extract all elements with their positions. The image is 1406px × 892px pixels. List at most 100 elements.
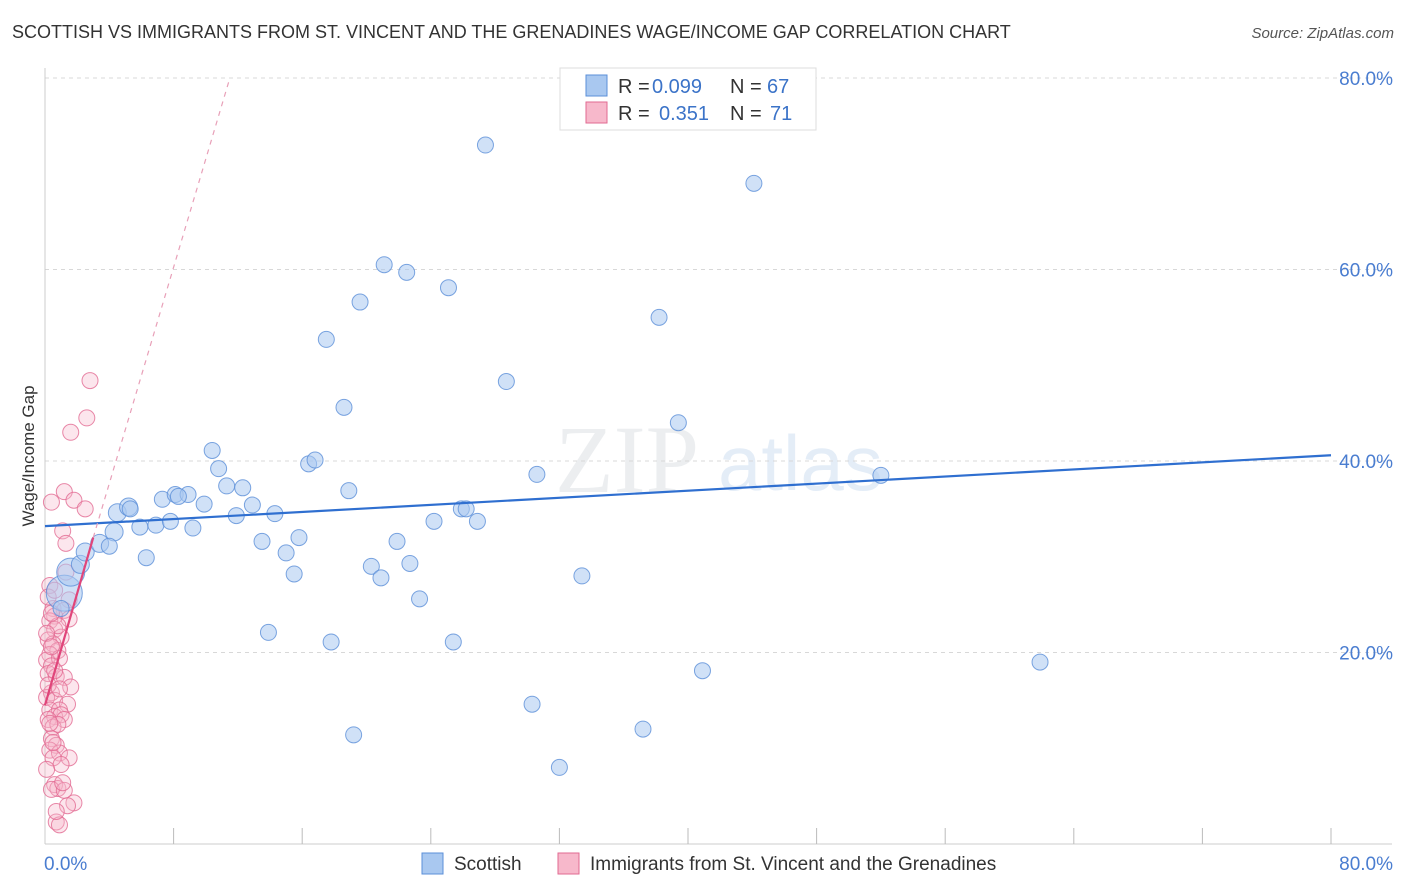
legend-swatch-pink [585, 101, 608, 124]
blue-point-36 [340, 482, 358, 500]
series-legend: Scottish Immigrants from St. Vincent and… [421, 852, 996, 875]
legend-n-label-pink: N = [730, 103, 762, 125]
blue-point-58 [650, 308, 668, 326]
bottom-legend-swatch-pink [557, 852, 580, 875]
blue-point-19 [203, 441, 221, 459]
blue-point-65 [169, 487, 187, 505]
blue-point-60 [693, 662, 711, 680]
blue-point-38 [362, 557, 380, 575]
blue-point-55 [550, 758, 568, 776]
blue-point-51 [476, 136, 494, 154]
blue-point-57 [634, 720, 652, 738]
blue-point-28 [277, 544, 295, 562]
pink-point-48 [49, 779, 67, 797]
blue-point-35 [335, 398, 353, 416]
blue-point-39 [372, 569, 390, 587]
pink-point-66 [44, 734, 62, 752]
blue-point-37 [351, 293, 369, 311]
blue-point-17 [184, 519, 202, 537]
legend-r-value-pink: 0.351 [659, 103, 709, 125]
gridlines [45, 77, 1392, 653]
pink-point-46 [52, 756, 70, 774]
blue-point-30 [290, 529, 308, 547]
watermark-atlas: atlas [718, 419, 883, 507]
pink-point-0 [81, 372, 99, 390]
blue-point-23 [234, 479, 252, 497]
blue-point-62 [345, 726, 363, 744]
pink-point-61 [42, 638, 60, 656]
blue-point-43 [401, 554, 419, 572]
pink-point-65 [41, 714, 59, 732]
legend-n-value-pink: 71 [770, 103, 792, 125]
blue-point-18 [195, 495, 213, 513]
legend-r-label-blue: R = [618, 76, 650, 98]
legend-n-value-blue: 67 [767, 76, 789, 98]
bottom-legend-swatch-blue [421, 852, 444, 875]
blue-point-66 [100, 537, 118, 555]
pink-point-67 [38, 760, 56, 778]
y-tick-label-60: 60.0% [1339, 261, 1393, 282]
bottom-legend-label-immigrants: Immigrants from St. Vincent and the Gren… [590, 854, 996, 875]
blue-point-11 [137, 549, 155, 567]
pink-point-69 [47, 802, 65, 820]
blue-point-32 [306, 451, 324, 469]
stats-legend: R = 0.099 N = 67 R = 0.351 N = 71 [559, 67, 817, 131]
blue-point-29 [285, 565, 303, 583]
blue-point-42 [398, 263, 416, 281]
blue-point-24 [243, 496, 261, 514]
blue-point-20 [210, 460, 228, 478]
pink-point-5 [42, 493, 60, 511]
blue-point-52 [497, 373, 515, 391]
blue-point-59 [669, 414, 687, 432]
pink-point-6 [76, 500, 94, 518]
y-tick-label-20: 20.0% [1339, 644, 1393, 665]
pink-point-2 [62, 423, 80, 441]
blue-point-26 [259, 623, 277, 641]
blue-point-21 [218, 477, 236, 495]
pink-point-54 [50, 816, 68, 834]
pink-trend-line [43, 537, 95, 706]
pink-point-52 [59, 797, 77, 815]
blue-trend-line [44, 454, 1332, 528]
blue-point-53 [523, 695, 541, 713]
legend-r-value-blue: 0.099 [652, 76, 702, 98]
blue-point-54 [528, 465, 546, 483]
legend-r-label-pink: R = [618, 103, 650, 125]
y-tick-label-80: 80.0% [1339, 69, 1393, 90]
blue-point-33 [317, 330, 335, 348]
pink-point-1 [78, 409, 96, 427]
bottom-legend-label-scottish: Scottish [454, 854, 522, 875]
blue-point-64 [1031, 653, 1049, 671]
axes [44, 68, 1392, 845]
chart-title: SCOTTISH VS IMMIGRANTS FROM ST. VINCENT … [12, 22, 1011, 42]
blue-point-61 [745, 174, 763, 192]
blue-point-41 [388, 532, 406, 550]
blue-point-50 [468, 512, 486, 530]
x-tick-label-min: 0.0% [44, 854, 87, 875]
legend-swatch-blue [585, 74, 608, 97]
blue-series-points [45, 136, 1049, 776]
blue-point-45 [425, 512, 443, 530]
blue-point-25 [253, 532, 271, 550]
x-tick-label-max: 80.0% [1339, 854, 1393, 875]
y-tick-labels: 20.0% 40.0% 60.0% 80.0% [1339, 69, 1393, 665]
pink-point-68 [54, 774, 72, 792]
x-tick-labels: 0.0% 80.0% [44, 854, 1393, 875]
y-axis-label: Wage/Income Gap [19, 385, 38, 526]
blue-point-34 [322, 633, 340, 651]
pink-point-3 [55, 483, 73, 501]
pink-trend-extension [92, 77, 231, 538]
pink-point-64 [50, 680, 68, 698]
blue-point-9 [121, 500, 139, 518]
blue-point-47 [444, 633, 462, 651]
watermark: ZIP atlas [555, 406, 883, 513]
blue-point-14 [161, 512, 179, 530]
blue-point-46 [439, 279, 457, 297]
source-label: Source: ZipAtlas.com [1251, 25, 1394, 42]
blue-point-49 [457, 500, 475, 518]
pink-point-4 [65, 491, 83, 509]
pink-point-8 [57, 534, 75, 552]
blue-point-56 [573, 567, 591, 585]
pink-point-35 [52, 706, 70, 724]
